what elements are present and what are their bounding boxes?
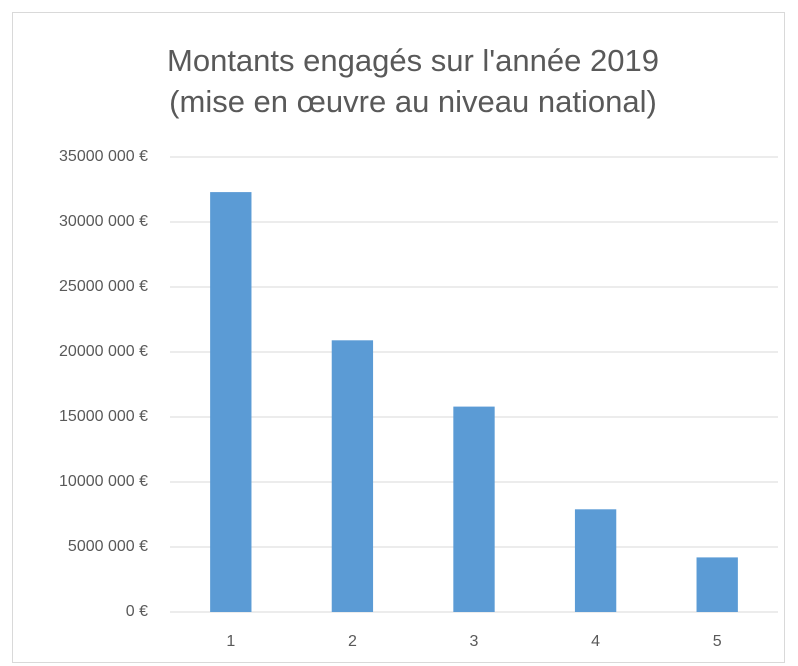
bar [331,340,374,612]
chart-subtitle: (mise en œuvre au niveau national) [169,84,657,119]
chart-title: Montants engagés sur l'année 2019 [167,43,659,78]
y-tick-label: 10000 000 € [59,473,148,490]
x-tick-label: 4 [591,633,600,650]
y-tick-label: 5000 000 € [68,538,148,555]
bar [210,192,252,612]
chart-frame [12,12,785,663]
bar [453,406,495,612]
bar [696,557,738,612]
x-tick-label: 5 [713,633,722,650]
y-tick-label: 30000 000 € [59,213,148,230]
x-tick-label: 3 [470,633,479,650]
y-tick-label: 20000 000 € [59,343,148,360]
bar [574,509,617,612]
x-tick-label: 1 [226,633,235,650]
y-tick-label: 15000 000 € [59,408,148,425]
x-tick-label: 2 [348,633,357,650]
y-tick-label: 35000 000 € [59,148,148,165]
y-tick-label: 0 € [126,603,148,620]
y-tick-label: 25000 000 € [59,278,148,295]
